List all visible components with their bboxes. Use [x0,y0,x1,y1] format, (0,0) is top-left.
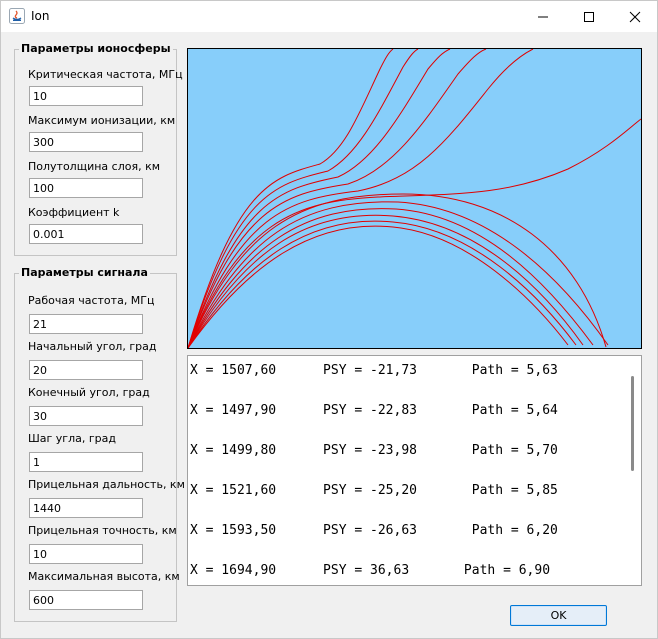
ray-path [188,193,607,348]
end-angle-label: Конечный угол, град [28,386,150,399]
result-line: X = 1507,60 PSY = -21,73 Path = 5,63 [190,363,558,378]
ray-path [188,225,569,348]
close-button[interactable] [612,1,658,32]
start-angle-label: Начальный угол, град [28,340,157,353]
target-accuracy-input[interactable] [29,544,143,564]
ionosphere-params-title: Параметры ионосферы [19,42,173,55]
ray-path [188,214,584,348]
java-app-icon [9,8,25,24]
working-frequency-input[interactable] [29,314,143,334]
working-frequency-label: Рабочая частота, МГц [28,294,155,307]
ray-path [188,118,641,348]
start-angle-input[interactable] [29,360,143,380]
ray-path [188,49,419,348]
minimize-button[interactable] [520,1,566,32]
ray-path [188,49,534,348]
ray-paths [188,49,641,348]
angle-step-input[interactable] [29,452,143,472]
maximize-button[interactable] [566,1,612,32]
ray-trace-canvas [188,49,641,348]
result-line: X = 1694,90 PSY = 36,63 Path = 6,90 [190,563,551,578]
ray-path [188,220,577,348]
ionization-max-input[interactable] [29,132,143,152]
result-line: X = 1593,50 PSY = -26,63 Path = 6,20 [190,523,558,538]
signal-params-group: Параметры сигнала Рабочая частота, МГц Н… [14,266,185,622]
ionosphere-params-group: Параметры ионосферы Критическая частота,… [14,42,183,256]
ray-path [188,49,394,348]
end-angle-input[interactable] [29,406,143,426]
ray-trace-plot [187,48,642,349]
critical-frequency-label: Критическая частота, МГц [28,68,183,81]
layer-halfthickness-input[interactable] [29,178,143,198]
target-range-input[interactable] [29,498,143,518]
ray-path [188,201,609,348]
vertical-scrollbar[interactable] [624,356,641,585]
ray-path [188,49,451,348]
results-textarea[interactable]: X = 1507,60 PSY = -21,73 Path = 5,63 X =… [187,355,642,586]
coefficient-k-input[interactable] [29,224,143,244]
layer-halfthickness-label: Полутолщина слоя, км [28,160,161,173]
signal-params-title: Параметры сигнала [19,266,150,279]
title-bar[interactable]: Ion [1,1,657,32]
maximize-icon [584,11,594,22]
critical-frequency-input[interactable] [29,86,143,106]
target-accuracy-label: Прицельная точность, км [28,524,177,537]
window-title: Ion [31,9,50,23]
max-height-input[interactable] [29,590,143,610]
ionization-max-label: Максимум ионизации, км [28,114,176,127]
ray-path [188,208,594,348]
result-line: X = 1497,90 PSY = -22,83 Path = 5,64 [190,403,558,418]
ok-button[interactable]: OK [510,605,607,626]
angle-step-label: Шаг угла, град [28,432,116,445]
close-icon [629,11,641,22]
ray-path [188,49,487,348]
result-line: X = 1499,80 PSY = -23,98 Path = 5,70 [190,443,558,458]
coefficient-k-label: Коэффициент k [28,206,120,219]
scrollbar-thumb[interactable] [631,376,634,471]
max-height-label: Максимальная высота, км [28,570,180,583]
minimize-icon [538,16,548,17]
result-line: X = 1521,60 PSY = -25,20 Path = 5,85 [190,483,558,498]
target-range-label: Прицельная дальность, км [28,478,185,491]
